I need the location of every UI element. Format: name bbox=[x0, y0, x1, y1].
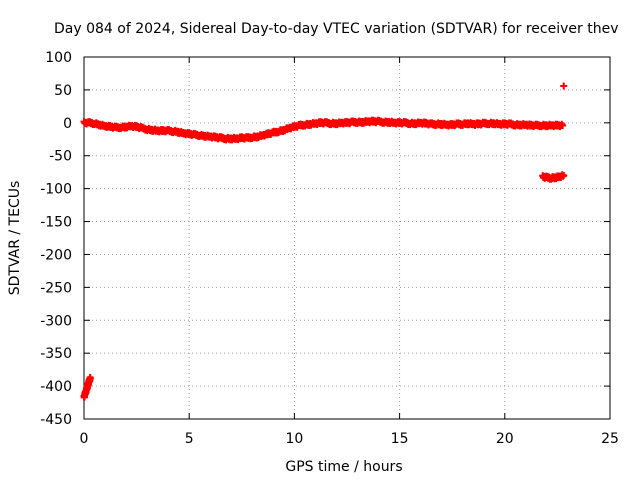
y-tick-label: -200 bbox=[40, 247, 72, 263]
y-tick-label: 0 bbox=[63, 116, 72, 132]
plot-frame bbox=[83, 56, 611, 420]
data-point bbox=[560, 82, 568, 90]
y-tick-label: -350 bbox=[40, 346, 72, 362]
x-tick-label: 10 bbox=[285, 431, 303, 447]
y-tick-label: 50 bbox=[54, 83, 72, 99]
y-tick-label: -300 bbox=[40, 313, 72, 329]
x-tick-label: 5 bbox=[185, 431, 194, 447]
y-axis-label: SDTVAR / TECUs bbox=[7, 181, 23, 296]
x-axis-label: GPS time / hours bbox=[285, 459, 402, 475]
y-tick-label: -150 bbox=[40, 215, 72, 231]
y-tick-label: 100 bbox=[45, 50, 72, 66]
data-point bbox=[86, 374, 94, 382]
y-tick-label: -400 bbox=[40, 379, 72, 395]
y-tick-label: -450 bbox=[40, 412, 72, 428]
y-tick-label: -250 bbox=[40, 280, 72, 296]
data-point bbox=[560, 171, 568, 179]
chart-title: Day 084 of 2024, Sidereal Day-to-day VTE… bbox=[54, 21, 618, 37]
axis-ticks: 100500-50-100-150-200-250-300-350-400-45… bbox=[40, 50, 619, 447]
x-tick-label: 25 bbox=[601, 431, 619, 447]
y-tick-label: -100 bbox=[40, 182, 72, 198]
x-tick-label: 0 bbox=[80, 431, 89, 447]
grid-lines bbox=[84, 57, 610, 419]
data-point bbox=[559, 121, 567, 129]
x-tick-label: 15 bbox=[391, 431, 409, 447]
x-tick-label: 20 bbox=[496, 431, 514, 447]
data-points bbox=[80, 82, 568, 401]
y-tick-label: -50 bbox=[49, 149, 72, 165]
